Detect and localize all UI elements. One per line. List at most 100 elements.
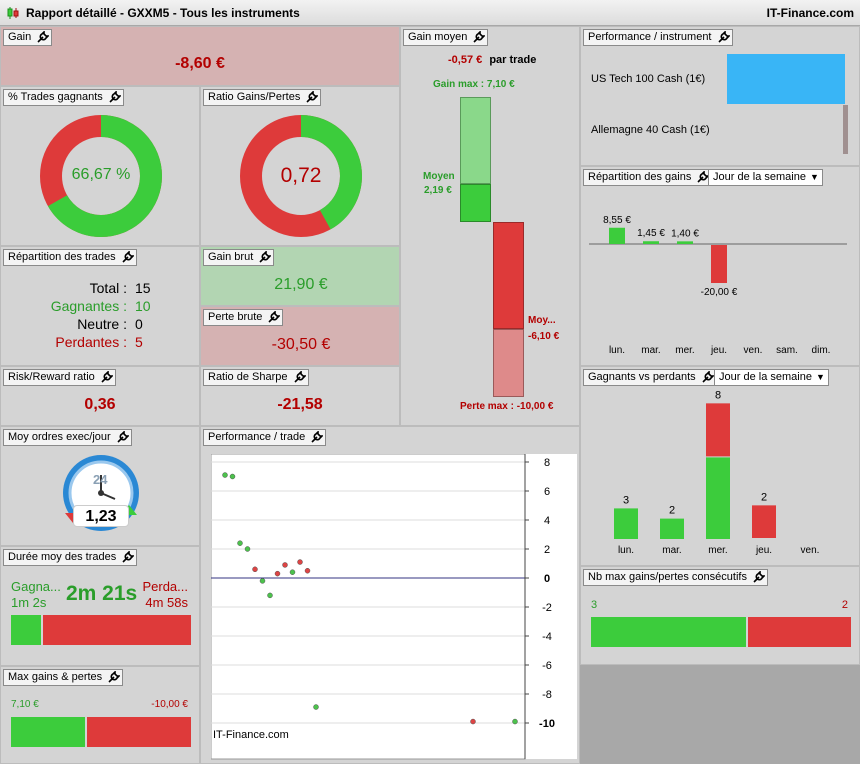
wrench-icon[interactable] <box>310 431 324 444</box>
dropdown-value: Jour de la semaine <box>719 371 812 383</box>
sharpe-header[interactable]: Ratio de Sharpe <box>203 369 309 386</box>
moy-loss-value: -6,10 € <box>528 331 560 342</box>
day-label: mer. <box>675 345 694 356</box>
nb-max-header[interactable]: Nb max gains/pertes consécutifs <box>583 569 768 586</box>
win-bar <box>614 508 638 539</box>
perte-brute-header[interactable]: Perte brute <box>203 309 284 326</box>
max-loss-value: -10,00 € <box>151 699 188 710</box>
bar-label: 3 <box>623 494 629 506</box>
trade-point <box>229 473 236 480</box>
pct-winning-value: 66,67 % <box>71 166 131 183</box>
max-gain-bar <box>11 717 85 747</box>
neutral-label: Neutre : <box>77 316 127 332</box>
wrench-icon[interactable] <box>100 371 113 384</box>
wrench-icon[interactable] <box>116 431 129 444</box>
gain-moyen-header[interactable]: Gain moyen <box>403 29 489 46</box>
gain-bar <box>711 245 727 283</box>
gagnants-perdants-dropdown[interactable]: Jour de la semaine ▼ <box>714 369 829 386</box>
trade-point <box>237 540 243 546</box>
wrench-icon[interactable] <box>717 31 730 44</box>
trade-point <box>304 568 311 574</box>
gain-brut-header[interactable]: Gain brut <box>203 249 275 266</box>
nb-max-losses: 2 <box>841 599 848 611</box>
trade-point <box>244 546 251 552</box>
repartition-gains-header[interactable]: Répartition des gains <box>583 169 713 186</box>
moy-ordres-header[interactable]: Moy ordres exec/jour <box>3 429 132 446</box>
risk-reward-panel: Risk/Reward ratio 0,36 <box>0 366 200 426</box>
gain-bar <box>609 227 625 244</box>
sharpe-value: -21,58 <box>277 396 323 413</box>
ratio-gp-header[interactable]: Ratio Gains/Pertes <box>203 89 322 106</box>
loss-bar <box>706 403 730 457</box>
empty-area <box>580 665 860 764</box>
perte-brute-title: Perte brute <box>208 311 263 323</box>
bar-label: -20,00 € <box>701 287 738 298</box>
gain-header[interactable]: Gain <box>3 29 53 46</box>
wrench-icon[interactable] <box>36 31 50 44</box>
ratio-gp-title: Ratio Gains/Pertes <box>208 91 301 103</box>
repartition-gains-panel: Répartition des gains Jour de la semaine… <box>580 166 860 366</box>
wrench-icon[interactable] <box>107 671 121 684</box>
wrench-icon[interactable] <box>472 31 486 44</box>
max-gains-header[interactable]: Max gains & pertes <box>3 669 124 686</box>
bar-label: 8 <box>715 389 721 401</box>
trade-point <box>282 562 288 568</box>
gagnants-perdants-chart: 3 lun. 2 mar. 8 mer. 2 jeu. ven. <box>614 389 819 556</box>
gagnants-perdants-panel: Gagnants vs perdants Jour de la semaine ▼… <box>580 366 860 566</box>
ratio-gp-panel: Ratio Gains/Pertes 0,72 <box>200 86 400 246</box>
moyen-label: Moyen <box>423 171 455 182</box>
repartition-trades-panel: Répartition des trades Total : 15 Gagnan… <box>0 246 200 366</box>
trade-point <box>267 592 273 599</box>
instrument-bar <box>727 54 845 104</box>
wrench-icon[interactable] <box>121 251 134 264</box>
wrench-icon[interactable] <box>108 91 121 104</box>
wrench-icon[interactable] <box>752 571 765 584</box>
bar-label: 1,40 € <box>671 228 699 239</box>
wrench-icon[interactable] <box>267 311 281 324</box>
moyen-value: 2,19 € <box>424 185 452 196</box>
chevron-down-icon: ▼ <box>810 172 819 182</box>
repartition-gains-dropdown[interactable]: Jour de la semaine ▼ <box>708 169 823 186</box>
repartition-trades-header[interactable]: Répartition des trades <box>3 249 137 266</box>
max-loss-bar <box>87 717 191 747</box>
wrench-icon[interactable] <box>258 251 272 264</box>
candlestick-icon <box>7 7 19 19</box>
trade-point <box>313 704 319 710</box>
loss-value: 5 <box>135 334 143 350</box>
nb-max-title: Nb max gains/pertes consécutifs <box>588 571 747 583</box>
repartition-trades-title: Répartition des trades <box>8 251 116 263</box>
moy-ordres-title: Moy ordres exec/jour <box>8 431 111 443</box>
wrench-icon[interactable] <box>293 371 306 384</box>
nb-max-loss-bar <box>748 617 851 647</box>
perf-instrument-header[interactable]: Performance / instrument <box>583 29 733 46</box>
bar-label: 2 <box>669 505 675 517</box>
wrench-icon[interactable] <box>305 91 319 104</box>
per-trade-value: -0,57 € <box>448 54 483 66</box>
dropdown-value: Jour de la semaine <box>713 171 806 183</box>
instrument-name: Allemagne 40 Cash (1€) <box>591 124 710 136</box>
duree-win-value: 1m 2s <box>11 595 47 610</box>
axis-area <box>525 454 577 759</box>
perte-brute-panel: Perte brute -30,50 € <box>200 306 400 366</box>
trade-point <box>297 559 303 565</box>
clock-text: 24 <box>93 472 108 487</box>
pct-winning-header[interactable]: % Trades gagnants <box>3 89 124 106</box>
gagnants-perdants-header[interactable]: Gagnants vs perdants <box>583 369 717 386</box>
y-tick-label: 0 <box>544 573 550 585</box>
risk-reward-header[interactable]: Risk/Reward ratio <box>3 369 116 386</box>
win-value: 10 <box>135 298 151 314</box>
trade-point <box>274 570 281 577</box>
gain-moyen-per-trade: -0,57 € par trade <box>448 54 536 66</box>
chevron-down-icon: ▼ <box>816 372 825 382</box>
wrench-icon[interactable] <box>121 551 135 564</box>
duree-header[interactable]: Durée moy des trades <box>3 549 138 566</box>
wrench-icon[interactable] <box>701 371 714 384</box>
moy-ordres-panel: Moy ordres exec/jour 24 1,23 <box>0 426 200 546</box>
wrench-icon[interactable] <box>696 171 710 184</box>
day-label: lun. <box>609 345 625 356</box>
perf-trade-panel: Performance / trade 8 6 4 2 0 -2 -4 -6 -8 -10 IT-… <box>200 426 580 764</box>
y-tick-label: -4 <box>542 631 552 643</box>
max-gain-value: 7,10 € <box>11 699 39 710</box>
total-label: Total : <box>89 280 127 296</box>
perf-trade-header[interactable]: Performance / trade <box>203 429 327 446</box>
